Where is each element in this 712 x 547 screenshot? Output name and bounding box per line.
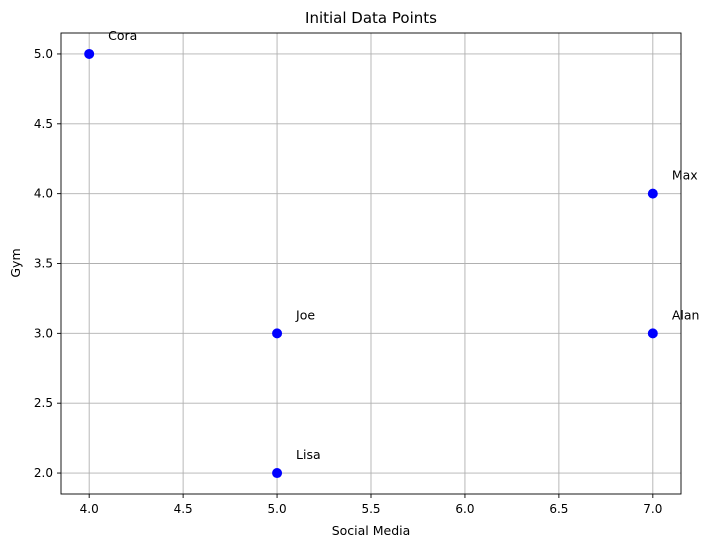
x-tick-label: 6.5 bbox=[549, 502, 568, 516]
y-tick-label: 3.5 bbox=[34, 257, 53, 271]
y-tick-label: 2.0 bbox=[34, 466, 53, 480]
y-tick-label: 4.5 bbox=[34, 117, 53, 131]
x-tick-label: 4.0 bbox=[80, 502, 99, 516]
x-tick-label: 4.5 bbox=[174, 502, 193, 516]
data-points bbox=[84, 48, 658, 479]
point-label-alan: Alan bbox=[672, 307, 700, 322]
data-point-cora bbox=[84, 48, 95, 59]
point-label-cora: Cora bbox=[108, 28, 137, 43]
data-point-alan bbox=[647, 328, 658, 339]
axis-ticks: 4.0 4.5 5.0 5.5 6.0 6.5 7.0 2.0 2.5 3.0 3.5 4.0 4.5 5… bbox=[34, 47, 662, 516]
data-point-joe bbox=[272, 328, 283, 339]
y-axis-label: Gym bbox=[8, 248, 23, 277]
x-tick-label: 5.0 bbox=[268, 502, 287, 516]
point-label-max: Max bbox=[672, 168, 698, 183]
y-tick-label: 2.5 bbox=[34, 396, 53, 410]
y-tick-label: 5.0 bbox=[34, 47, 53, 61]
x-axis-label: Social Media bbox=[332, 523, 411, 538]
x-tick-label: 5.5 bbox=[361, 502, 380, 516]
point-labels: Cora Max Joe Alan Lisa bbox=[108, 28, 699, 462]
data-point-max bbox=[647, 188, 658, 199]
y-tick-label: 3.0 bbox=[34, 326, 53, 340]
x-tick-label: 6.0 bbox=[455, 502, 474, 516]
grid bbox=[61, 33, 681, 494]
chart-title: Initial Data Points bbox=[305, 9, 437, 27]
data-point-lisa bbox=[272, 468, 283, 479]
point-label-lisa: Lisa bbox=[296, 447, 321, 462]
y-tick-label: 4.0 bbox=[34, 187, 53, 201]
x-tick-label: 7.0 bbox=[643, 502, 662, 516]
point-label-joe: Joe bbox=[295, 307, 315, 322]
